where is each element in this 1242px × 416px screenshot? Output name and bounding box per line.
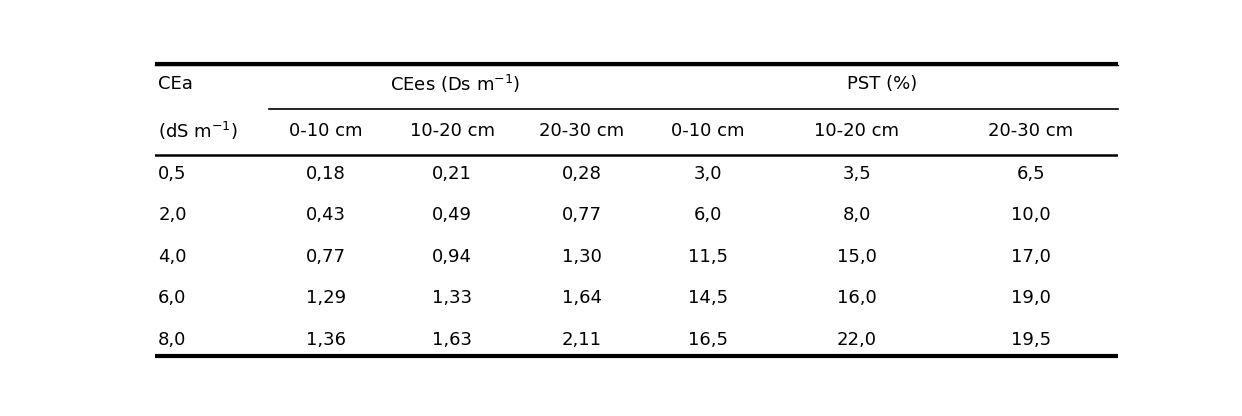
Text: 20-30 cm: 20-30 cm [989,122,1073,140]
Text: 10-20 cm: 10-20 cm [410,122,494,140]
Text: 0-10 cm: 0-10 cm [289,122,363,140]
Text: 10,0: 10,0 [1011,206,1051,224]
Text: 10-20 cm: 10-20 cm [814,122,899,140]
Text: 4,0: 4,0 [158,248,186,266]
Text: 1,36: 1,36 [306,331,347,349]
Text: 0,18: 0,18 [306,165,345,183]
Text: 15,0: 15,0 [837,248,877,266]
Text: 0,28: 0,28 [561,165,602,183]
Text: 0,5: 0,5 [158,165,186,183]
Text: 0,77: 0,77 [561,206,602,224]
Text: 1,29: 1,29 [306,289,347,307]
Text: 8,0: 8,0 [842,206,871,224]
Text: 1,63: 1,63 [432,331,472,349]
Text: 17,0: 17,0 [1011,248,1051,266]
Text: 11,5: 11,5 [688,248,728,266]
Text: 20-30 cm: 20-30 cm [539,122,625,140]
Text: 8,0: 8,0 [158,331,186,349]
Text: CEa: CEa [158,75,193,93]
Text: (dS m$^{-1}$): (dS m$^{-1}$) [158,120,238,142]
Text: 16,5: 16,5 [688,331,728,349]
Text: 3,5: 3,5 [842,165,871,183]
Text: 19,0: 19,0 [1011,289,1051,307]
Text: 19,5: 19,5 [1011,331,1051,349]
Text: 1,33: 1,33 [432,289,472,307]
Text: 14,5: 14,5 [688,289,728,307]
Text: 6,5: 6,5 [1016,165,1045,183]
Text: 3,0: 3,0 [694,165,723,183]
Text: 1,30: 1,30 [561,248,602,266]
Text: PST (%): PST (%) [847,75,918,93]
Text: 16,0: 16,0 [837,289,877,307]
Text: 0,77: 0,77 [306,248,347,266]
Text: 0,21: 0,21 [432,165,472,183]
Text: 6,0: 6,0 [694,206,723,224]
Text: 0,43: 0,43 [306,206,347,224]
Text: 2,0: 2,0 [158,206,186,224]
Text: 0-10 cm: 0-10 cm [672,122,745,140]
Text: 22,0: 22,0 [837,331,877,349]
Text: CEes (Ds m$^{-1}$): CEes (Ds m$^{-1}$) [390,73,520,95]
Text: 2,11: 2,11 [561,331,602,349]
Text: 0,49: 0,49 [432,206,472,224]
Text: 0,94: 0,94 [432,248,472,266]
Text: 1,64: 1,64 [561,289,602,307]
Text: 6,0: 6,0 [158,289,186,307]
